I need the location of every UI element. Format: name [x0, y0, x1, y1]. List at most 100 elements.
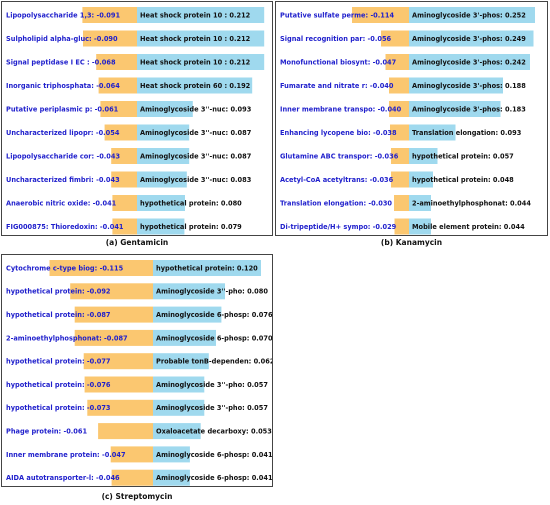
kanamycin-positive-bar-3 [409, 54, 530, 70]
gentamicin-negative-label-1: Lipopolysaccharide 1,3: -0.091 [6, 11, 120, 19]
streptomycin-negative-label-8: Phage protein: -0.061 [6, 428, 87, 436]
kanamycin-negative-label-2: Signal recognition par: -0.056 [280, 35, 392, 43]
gentamicin-negative-label-10: FIG000875: Thioredoxin: -0.041 [6, 223, 124, 231]
streptomycin-positive-label-2: Aminoglycoside 3''-pho: 0.080 [156, 288, 268, 296]
streptomycin-negative-bar-1 [49, 260, 153, 276]
gentamicin-positive-label-8: Aminoglycoside 3''-nuc: 0.083 [140, 176, 252, 184]
streptomycin-positive-label-8: Oxaloacetate decarboxy: 0.053 [156, 428, 272, 436]
kanamycin-positive-bar-7 [409, 148, 438, 164]
streptomycin-negative-bar-2 [70, 283, 153, 300]
streptomycin-positive-label-5: Probable tonB-dependen: 0.062 [156, 358, 272, 366]
kanamycin-positive-label-5: Aminoglycoside 3'-phos: 0.183 [412, 105, 526, 113]
gentamicin-negative-label-9: Anaerobic nitric oxide: -0.041 [6, 199, 117, 207]
streptomycin-positive-bar-4 [153, 329, 216, 346]
streptomycin-positive-bar-6 [153, 376, 205, 393]
streptomycin-positive-label-3: Aminoglycoside 6-phosp: 0.076 [156, 311, 272, 319]
kanamycin-negative-label-10: Di-tripeptide/H+ sympo: -0.029 [280, 223, 397, 231]
gentamicin-negative-bar-6 [104, 124, 137, 141]
kanamycin-positive-label-8: hypothetical protein: 0.048 [412, 176, 514, 184]
gentamicin-positive-label-3: Heat shock protein 10 : 0.212 [140, 58, 251, 66]
streptomycin-positive-label-7: Aminoglycoside 3''-pho: 0.057 [156, 404, 268, 412]
kanamycin-negative-bar-9 [394, 195, 409, 211]
kanamycin-negative-label-9: Translation elongation: -0.030 [280, 199, 392, 207]
kanamycin-positive-bar-1 [409, 7, 535, 23]
gentamicin-negative-bar-10 [112, 218, 137, 235]
kanamycin-negative-label-5: Inner membrane transpo: -0.040 [280, 105, 402, 113]
gentamicin-negative-label-5: Putative periplasmic p: -0.061 [6, 105, 119, 113]
streptomycin-chart: Cytochrome c-type biog: -0.115 hypothetic… [6, 260, 272, 486]
streptomycin-negative-label-9: Inner membrane protein: -0.047 [6, 451, 126, 459]
kanamycin-negative-label-3: Monofunctional biosynt: -0.047 [280, 58, 397, 66]
kanamycin-negative-bar-6 [390, 124, 409, 141]
kanamycin-positive-bar-5 [409, 101, 501, 117]
gentamicin-negative-bar-8 [111, 171, 137, 188]
kanamycin-negative-bar-3 [385, 54, 409, 70]
kanamycin-panel: Putative sulfate perme: -0.114 Aminoglyco… [275, 1, 548, 236]
streptomycin-positive-label-4: Aminoglycoside 6-phosp: 0.070 [156, 334, 272, 342]
gentamicin-positive-label-2: Heat shock protein 10 : 0.212 [140, 35, 251, 43]
gentamicin-negative-label-6: Uncharacterized lipopr: -0.054 [6, 129, 120, 137]
kanamycin-positive-bar-4 [409, 77, 503, 94]
streptomycin-negative-bar-5 [83, 353, 153, 370]
gentamicin-negative-bar-2 [83, 30, 137, 47]
gentamicin-positive-bar-1 [137, 7, 265, 23]
kanamycin-caption: (b) Kanamycin [380, 238, 443, 247]
streptomycin-negative-bar-10 [111, 469, 153, 486]
gentamicin-negative-bar-4 [98, 77, 137, 94]
streptomycin-positive-bar-1 [153, 260, 261, 276]
kanamycin-negative-bar-7 [391, 148, 409, 164]
kanamycin-negative-label-7: Glutamine ABC transpor: -0.036 [280, 152, 399, 160]
streptomycin-negative-bar-6 [84, 376, 153, 393]
streptomycin-negative-label-10: AIDA autotransporter-l: -0.046 [6, 474, 120, 482]
gentamicin-positive-bar-5 [137, 101, 193, 117]
gentamicin-caption: (a) Gentamicin [105, 238, 169, 247]
gentamicin-positive-label-6: Aminoglycoside 3''-nuc: 0.087 [140, 129, 252, 137]
streptomycin-positive-label-10: Aminoglycoside 6-phosp: 0.041 [156, 474, 272, 482]
kanamycin-positive-label-10: Mobile element protein: 0.044 [412, 223, 525, 231]
gentamicin-negative-label-7: Lipopolysaccharide cor: -0.043 [6, 152, 120, 160]
streptomycin-negative-label-3: hypothetical protein: -0.087 [6, 311, 111, 319]
gentamicin-positive-label-10: hypothetical protein: 0.079 [140, 223, 242, 231]
kanamycin-positive-label-4: Aminoglycoside 3'-phos: 0.188 [412, 82, 526, 90]
gentamicin-positive-bar-9 [137, 195, 185, 211]
kanamycin-positive-bar-8 [409, 171, 433, 188]
streptomycin-negative-label-2: hypothetical protein: -0.092 [6, 288, 111, 296]
gentamicin-negative-label-2: Sulpholipid alpha-gluc: -0.090 [6, 35, 118, 43]
streptomycin-positive-bar-7 [153, 399, 205, 416]
streptomycin-positive-label-6: Aminoglycoside 3''-pho: 0.057 [156, 381, 268, 389]
gentamicin-negative-bar-1 [82, 7, 137, 23]
kanamycin-negative-bar-5 [389, 101, 409, 117]
gentamicin-positive-bar-4 [137, 77, 253, 94]
gentamicin-negative-bar-7 [111, 148, 137, 164]
gentamicin-positive-bar-10 [137, 218, 185, 235]
streptomycin-panel: Cytochrome c-type biog: -0.115 hypothetic… [1, 254, 273, 487]
streptomycin-negative-bar-9 [110, 446, 153, 463]
kanamycin-positive-label-3: Aminoglycoside 3'-phos: 0.242 [412, 58, 526, 66]
kanamycin-negative-bar-2 [381, 30, 409, 47]
kanamycin-negative-label-4: Fumarate and nitrate r: -0.040 [280, 82, 394, 90]
gentamicin-negative-label-8: Uncharacterized fimbri: -0.043 [6, 176, 120, 184]
gentamicin-negative-label-3: Signal peptidase I EC : -0.068 [6, 58, 116, 66]
kanamycin-negative-label-1: Putative sulfate perme: -0.114 [280, 11, 394, 19]
gentamicin-negative-bar-9 [112, 195, 137, 211]
kanamycin-negative-label-8: Acetyl-CoA acetyltrans: -0.036 [280, 176, 394, 184]
gentamicin-negative-bar-3 [96, 54, 137, 70]
streptomycin-positive-label-1: hypothetical protein: 0.120 [156, 264, 258, 272]
kanamycin-positive-label-7: hypothetical protein: 0.057 [412, 152, 514, 160]
gentamicin-positive-bar-2 [137, 30, 265, 47]
streptomycin-positive-bar-5 [153, 353, 209, 370]
gentamicin-chart: Lipopolysaccharide 1,3: -0.091 Heat shock… [6, 7, 265, 235]
streptomycin-negative-label-1: Cytochrome c-type biog: -0.115 [6, 264, 124, 272]
streptomycin-negative-label-4: 2-aminoethylphosphonat: -0.087 [6, 334, 128, 342]
gentamicin-positive-label-5: Aminoglycoside 3''-nuc: 0.093 [140, 105, 252, 113]
kanamycin-positive-label-6: Translation elongation: 0.093 [412, 129, 522, 137]
gentamicin-positive-bar-7 [137, 148, 190, 164]
streptomycin-positive-bar-9 [153, 446, 190, 463]
gentamicin-positive-bar-3 [137, 54, 265, 70]
kanamycin-negative-bar-8 [391, 171, 409, 188]
streptomycin-negative-label-5: hypothetical protein: -0.077 [6, 358, 111, 366]
kanamycin-positive-bar-2 [409, 30, 534, 47]
streptomycin-negative-label-6: hypothetical protein: -0.076 [6, 381, 111, 389]
gentamicin-negative-label-4: Inorganic triphosphata: -0.064 [6, 82, 120, 90]
streptomycin-negative-bar-8 [98, 423, 153, 440]
